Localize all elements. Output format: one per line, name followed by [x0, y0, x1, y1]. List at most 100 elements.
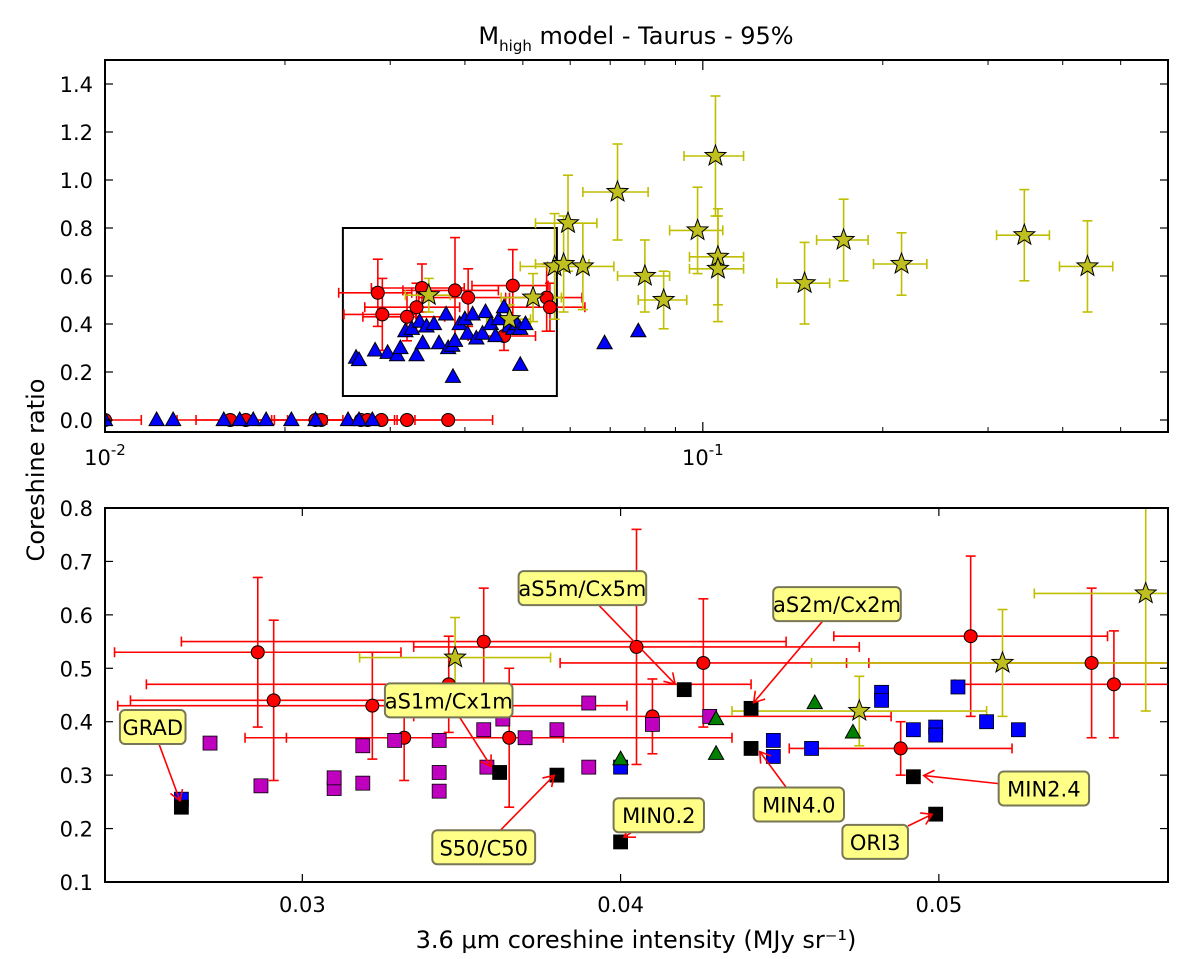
point-as2m-cx2m: [743, 700, 759, 716]
data-point-square: [874, 692, 889, 708]
x-tick-label: 0.05: [915, 893, 962, 917]
data-point-square: [549, 722, 565, 738]
plot-area: [105, 95, 1114, 427]
y-tick-label: 0.4: [60, 711, 93, 735]
y-tick-label: 0.7: [60, 550, 93, 574]
data-point-square: [581, 759, 597, 775]
y-axis-label: Coreshine ratio: [22, 379, 50, 562]
data-point-triangle: [350, 410, 368, 427]
annotation-arrow: [158, 743, 181, 802]
annotation-s50-c50: S50/C50: [431, 774, 556, 866]
y-tick-label: 1.0: [60, 169, 93, 193]
annotation-label: GRAD: [122, 716, 183, 740]
annotation-arrow: [759, 751, 787, 789]
data-point-triangle: [105, 410, 114, 427]
data-point-triangle: [516, 314, 534, 331]
annotation-arrowhead: [479, 754, 492, 768]
y-tick-label: 0.8: [60, 217, 93, 241]
data-point-square: [765, 733, 781, 748]
data-point-circle: [399, 413, 414, 427]
data-point-triangle: [244, 410, 262, 427]
data-point-star: [1075, 253, 1100, 277]
point-grad: [173, 799, 189, 815]
data-point-star: [416, 282, 441, 306]
y-tick-label: 0.8: [60, 497, 93, 521]
annotation-min2-4: MIN2.4: [922, 769, 1091, 807]
data-point-square: [431, 733, 447, 748]
y-tick-label: 1.2: [60, 121, 93, 145]
data-point-triangle: [366, 341, 384, 357]
annotation-label: aS1m/Cx1m: [385, 689, 513, 713]
data-point-square: [905, 722, 921, 738]
annotation-arrowhead: [752, 690, 766, 704]
data-point-circle: [542, 300, 557, 315]
data-point-triangle: [350, 350, 368, 367]
data-point-circle: [502, 730, 517, 745]
annotation-arrowhead: [663, 672, 677, 686]
data-point-square: [355, 775, 371, 791]
data-point-square: [387, 733, 403, 748]
data-point-circle: [370, 285, 385, 300]
data-point-star: [792, 270, 817, 294]
annotation-arrow: [753, 620, 824, 704]
data-point-triangle: [391, 338, 409, 355]
data-point-triangle: [444, 367, 462, 383]
data-point-square: [431, 783, 447, 799]
x-axis-label: 3.6 μm coreshine intensity (MJy sr⁻¹): [416, 926, 857, 954]
data-point-triangle: [487, 326, 504, 343]
data-point-star: [571, 253, 595, 277]
data-point-square: [1011, 722, 1026, 738]
annotation-box: [383, 682, 514, 719]
annotation-arrow: [923, 774, 999, 785]
annotation-box: [517, 570, 648, 607]
data-point-triangle: [148, 410, 166, 427]
annotation-arrow: [598, 604, 676, 685]
annotation-as1m-cx1m: aS1m/Cx1m: [383, 682, 514, 768]
annotation-arrowhead: [169, 788, 184, 803]
data-point-star: [551, 251, 576, 275]
chart-title: Mhigh model - Taurus - 95%: [478, 22, 793, 55]
annotation-arrow: [499, 774, 555, 831]
data-point-star: [1133, 581, 1158, 604]
data-point-triangle: [629, 322, 647, 338]
data-point-triangle: [806, 693, 824, 710]
data-point-triangle: [231, 410, 249, 427]
annotation-as2m-cx2m: aS2m/Cx2m: [752, 586, 902, 704]
data-point-triangle: [446, 331, 464, 347]
data-point-star: [651, 287, 676, 311]
point-as5m-cx5m: [676, 682, 692, 698]
data-point-circle: [250, 645, 265, 660]
data-point-circle: [629, 639, 644, 654]
data-point-circle: [893, 741, 908, 756]
data-point-circle: [461, 290, 476, 305]
annotation-arrowhead: [758, 750, 772, 764]
data-point-star: [521, 285, 545, 308]
data-point-square: [431, 765, 447, 780]
top-panel: 0.0 0.2 0.4 0.6 0.8 1.0 1.2 1.4 10-2 10-1: [60, 59, 1169, 470]
y-tick-label: 0.4: [60, 313, 93, 337]
data-point-star: [703, 143, 728, 167]
point-min0-2: [613, 834, 628, 850]
data-point-triangle: [408, 346, 425, 362]
data-point-star: [605, 179, 630, 203]
axes-frame: [104, 59, 1169, 433]
data-point-star: [990, 650, 1015, 673]
annotation-label: ORI3: [850, 831, 901, 855]
annotation-ori3: ORI3: [841, 812, 934, 860]
annotation-box: [772, 586, 902, 623]
point-as1m-cx1m: [492, 765, 508, 780]
data-point-square: [928, 727, 944, 743]
data-point-star: [1012, 222, 1037, 246]
y-tick-label: 0.3: [60, 764, 93, 788]
data-point-star: [443, 645, 467, 668]
annotation-label: aS2m/Cx2m: [773, 593, 901, 617]
data-point-triangle: [363, 410, 381, 427]
y-tick-label: 1.4: [60, 73, 93, 97]
point-min2-4: [905, 769, 921, 785]
bottom-panel: GRAD aS1m/Cx1m S50/C50 MIN0.2 aS5m/Cx5m aS2m/…: [60, 497, 1169, 917]
annotation-box: [118, 709, 187, 746]
data-point-circle: [1084, 655, 1099, 670]
data-point-square: [517, 730, 533, 746]
